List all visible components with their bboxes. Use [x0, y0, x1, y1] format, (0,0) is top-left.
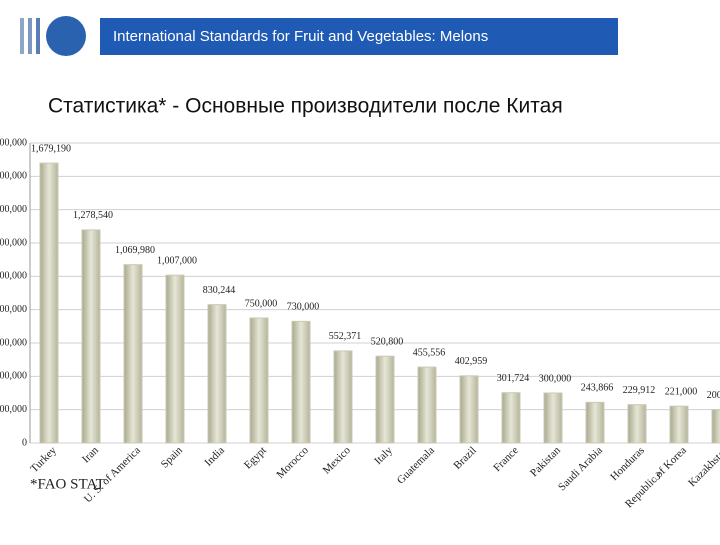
bar	[585, 401, 605, 444]
y-tick-label: 1,000,000	[0, 271, 27, 282]
data-label: 1,007,000	[157, 255, 197, 266]
bar	[333, 350, 353, 444]
logo	[20, 16, 86, 56]
data-label: 520,800	[371, 336, 404, 347]
bar	[291, 320, 311, 444]
data-label: 243,866	[581, 383, 614, 394]
data-label: 552,371	[329, 331, 362, 342]
data-label: 750,000	[245, 298, 278, 309]
data-label: 229,912	[623, 385, 656, 396]
bar	[165, 274, 185, 444]
data-label: 1,069,980	[115, 245, 155, 256]
data-label: 1,278,540	[73, 210, 113, 221]
bar	[249, 317, 269, 444]
header-title: International Standards for Fruit and Ve…	[113, 28, 488, 45]
x-tick-label: Kazakhstan	[686, 444, 720, 489]
x-tick-label: Turkey	[28, 444, 59, 475]
source-note: *FAO STAT	[30, 476, 105, 492]
y-tick-label: 800,000	[0, 304, 27, 315]
bar	[39, 162, 59, 444]
x-tick-label: Pakistan	[528, 444, 563, 479]
y-tick-label: 200,000	[0, 404, 27, 415]
bar	[417, 366, 437, 444]
bar	[627, 404, 647, 444]
y-tick-label: 400,000	[0, 371, 27, 382]
bar	[123, 264, 143, 444]
y-tick-label: 1,600,000	[0, 171, 27, 182]
x-tick-label: Morocco	[274, 444, 311, 481]
x-tick-label: Guatemala	[395, 444, 437, 486]
y-tick-label: 1,400,000	[0, 204, 27, 215]
y-tick-label: 0	[22, 437, 27, 448]
bar	[81, 229, 101, 444]
bar	[501, 392, 521, 444]
bar	[375, 355, 395, 444]
y-tick-label: 600,000	[0, 337, 27, 348]
x-tick-label: Mexico	[321, 444, 354, 477]
data-label: 1,679,190	[31, 143, 71, 154]
y-tick-label: 1,200,000	[0, 237, 27, 248]
page-number: 3	[655, 471, 661, 483]
x-tick-label: Egypt	[242, 444, 269, 471]
bar	[207, 304, 227, 444]
x-tick-label: Italy	[372, 444, 395, 467]
bar	[543, 392, 563, 444]
x-tick-label: Saudi Arabia	[556, 444, 605, 493]
data-label: 221,000	[665, 386, 698, 397]
data-label: 200,000	[707, 390, 720, 401]
data-label: 730,000	[287, 302, 320, 313]
x-tick-label: Spain	[159, 444, 186, 471]
data-label: 830,244	[203, 285, 236, 296]
bar	[669, 405, 689, 444]
data-label: 300,000	[539, 373, 572, 384]
x-tick-label: Honduras	[608, 444, 647, 483]
bar	[711, 409, 720, 444]
x-tick-label: Iran	[80, 444, 101, 465]
y-tick-label: 1,800,000	[0, 137, 27, 148]
x-tick-label: India	[202, 444, 227, 469]
data-label: 402,959	[455, 356, 488, 367]
header-bar	[100, 18, 618, 55]
data-label: 455,556	[413, 347, 446, 358]
chart-title: Статистика* - Основные производители пос…	[48, 95, 563, 118]
bar	[459, 375, 479, 444]
x-tick-label: Brazil	[451, 444, 478, 471]
data-label: 301,724	[497, 373, 530, 384]
x-tick-label: France	[491, 444, 521, 474]
